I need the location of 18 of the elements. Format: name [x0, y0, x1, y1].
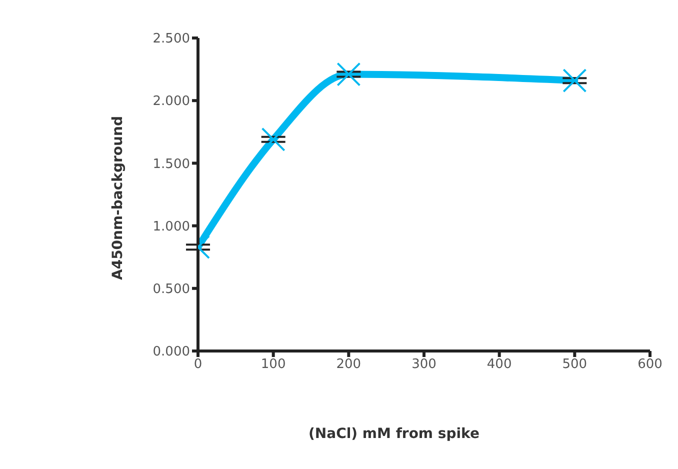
- y-tick-label: 1.500: [152, 156, 190, 172]
- x-tick-label: 600: [638, 357, 662, 372]
- x-tick-label: 400: [486, 357, 512, 372]
- y-axis-title: A450nm-background: [110, 116, 126, 280]
- x-tick-label: 300: [412, 357, 436, 372]
- y-tick-label: 2.000: [152, 94, 190, 110]
- y-tick-label: 2.500: [152, 32, 190, 47]
- x-axis-title: (NaCl) mM from spike: [308, 426, 480, 442]
- y-tick-label: 1.000: [152, 219, 190, 234]
- x-tick-label: 0: [194, 357, 202, 372]
- point: [261, 127, 286, 152]
- y-tick-label: 0.000: [152, 344, 190, 360]
- x-tick-label: 100: [260, 357, 286, 372]
- x-tick-label: 200: [336, 357, 362, 372]
- x-tick-label: 500: [562, 357, 588, 372]
- y-tick-label: 0.500: [152, 282, 190, 298]
- point: [562, 68, 587, 93]
- point: [336, 62, 361, 86]
